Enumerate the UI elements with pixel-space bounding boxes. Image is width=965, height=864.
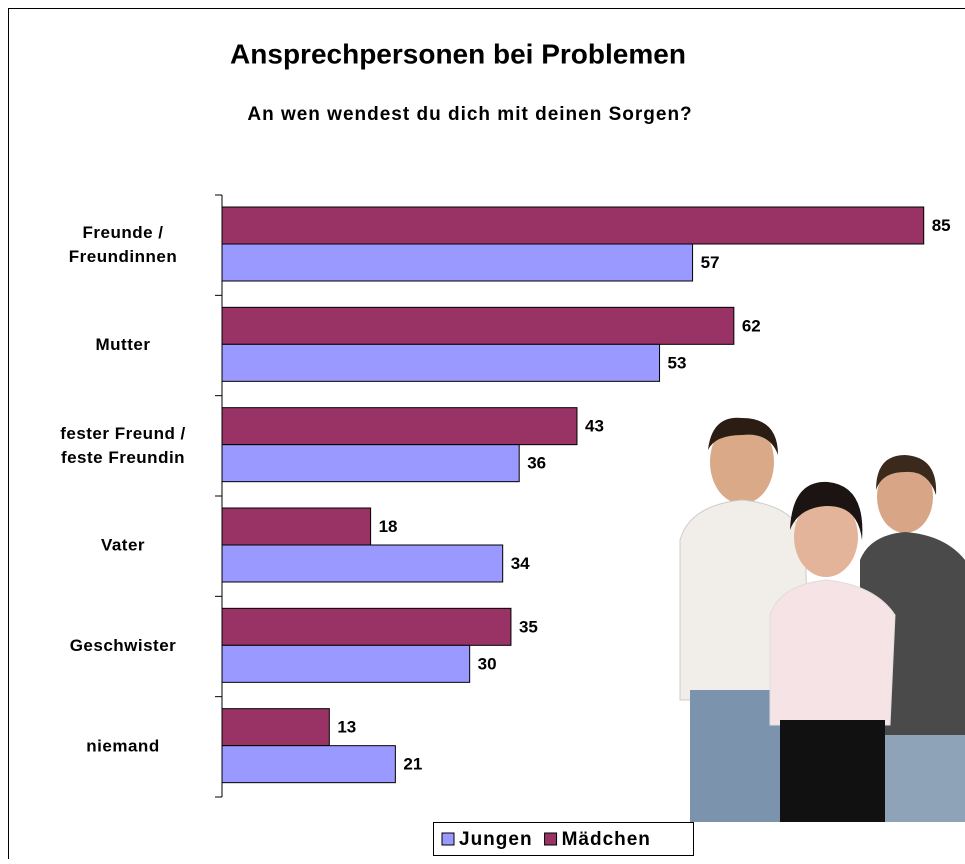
- bar: [222, 608, 511, 645]
- bar: [222, 709, 329, 746]
- value-label: 36: [527, 454, 546, 473]
- legend-swatch: [545, 833, 557, 845]
- value-label: 34: [511, 554, 530, 573]
- y-tick-label: Mutter: [96, 335, 151, 354]
- legend-swatch: [442, 833, 454, 845]
- value-label: 57: [701, 253, 720, 272]
- value-label: 18: [379, 517, 398, 536]
- chart: Ansprechpersonen bei Problemen An wen we…: [0, 0, 965, 859]
- bar: [222, 244, 693, 281]
- value-label: 13: [337, 718, 356, 737]
- legend: Jungen Mädchen: [434, 823, 694, 856]
- y-tick-label: niemand: [86, 736, 159, 755]
- bar: [222, 307, 734, 344]
- bar: [222, 508, 371, 545]
- value-label: 85: [932, 216, 951, 235]
- value-label: 62: [742, 316, 761, 335]
- value-label: 30: [478, 654, 497, 673]
- chart-title: Ansprechpersonen bei Problemen: [230, 38, 686, 69]
- value-label: 53: [668, 353, 687, 372]
- bar: [222, 545, 503, 582]
- bar: [222, 408, 577, 445]
- y-tick-label: Vater: [101, 536, 145, 555]
- legend-label: Jungen: [459, 829, 533, 850]
- bar: [222, 746, 395, 783]
- bar: [222, 344, 660, 381]
- chart-subtitle: An wen wendest du dich mit deinen Sorgen…: [247, 104, 692, 125]
- legend-label: Mädchen: [562, 829, 651, 850]
- value-label: 21: [403, 755, 422, 774]
- value-label: 43: [585, 417, 604, 436]
- value-label: 35: [519, 617, 538, 636]
- photo: [660, 395, 965, 822]
- bar: [222, 207, 924, 244]
- bar: [222, 645, 470, 682]
- bar: [222, 445, 519, 482]
- y-tick-label: Geschwister: [70, 636, 177, 655]
